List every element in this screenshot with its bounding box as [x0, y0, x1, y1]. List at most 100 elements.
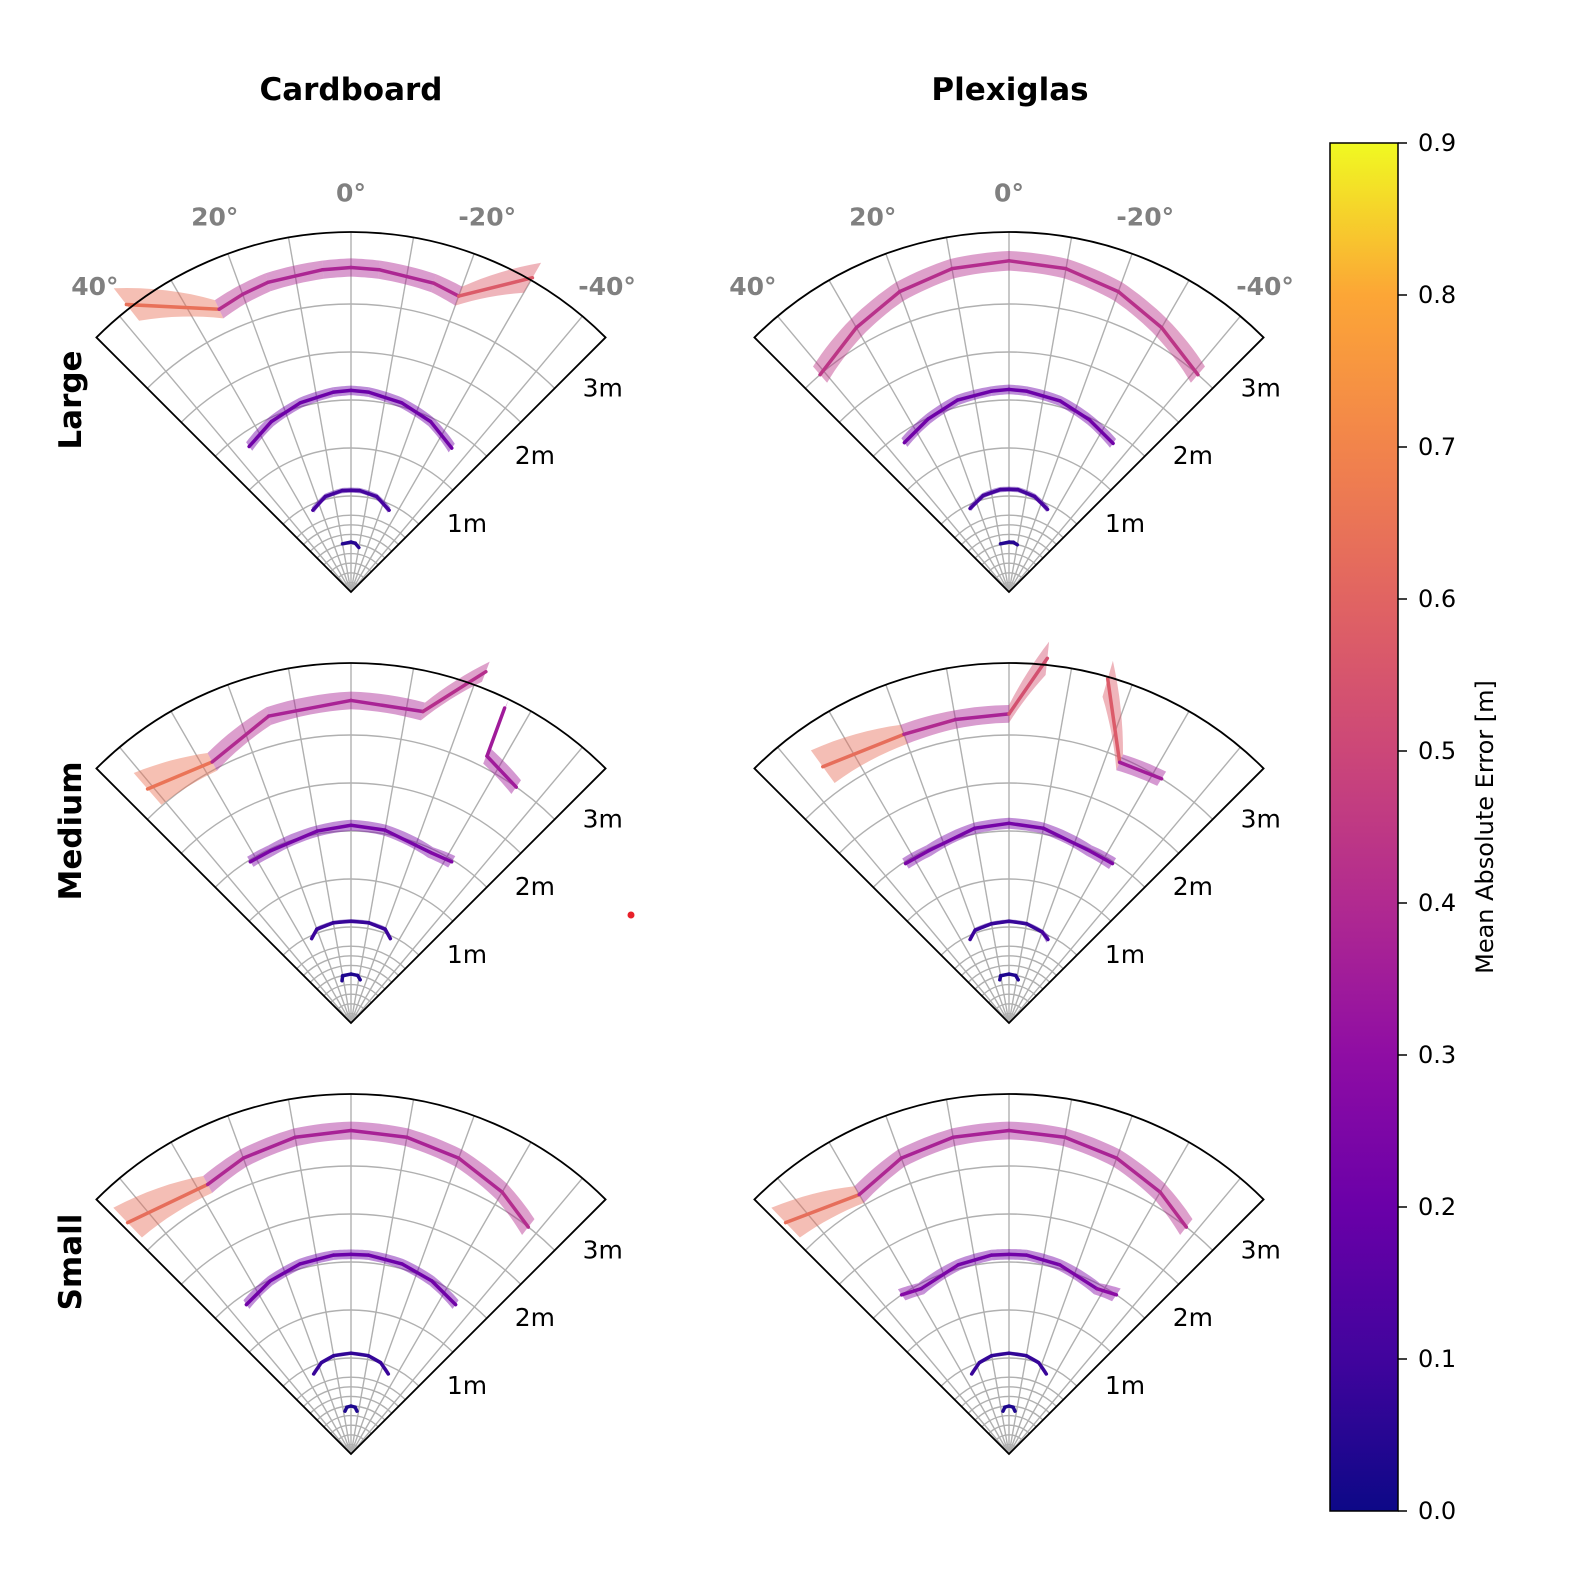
angular-gridline [119, 746, 352, 1024]
distance-line [366, 1253, 404, 1266]
radius-tick-label: 3m [583, 804, 623, 833]
angular-gridline [885, 684, 1010, 1024]
angular-gridline [777, 1177, 1010, 1455]
distance-line [210, 714, 271, 764]
angular-gridline [287, 668, 352, 1024]
distance-line [358, 488, 379, 499]
polar-frame [753, 662, 1265, 1025]
distance-line [1063, 1135, 1119, 1160]
distance-line [500, 1190, 531, 1229]
distance-line [269, 401, 303, 424]
radius-tick-label: 1m [1105, 509, 1145, 538]
angular-gridline [945, 1099, 1010, 1455]
radius-tick-label: 2m [515, 441, 555, 470]
radius-tick-label: 3m [1241, 1235, 1281, 1264]
polar-panels: 40° 20° 0° -20° -40° 1m 2m 3m 40° 20° 0° -20° -40° 1m… [71, 179, 1294, 1456]
distance-line [377, 267, 436, 285]
distance-line [956, 1253, 994, 1267]
radius-tick-label: 1m [447, 940, 487, 969]
angular-gridline [1008, 746, 1241, 1024]
distance-line [311, 1360, 324, 1376]
theta-tick-label: -20° [1116, 203, 1174, 232]
distance-line [989, 387, 1011, 393]
distance-line [972, 821, 1011, 830]
angular-gridline [350, 1141, 532, 1455]
distance-line [268, 829, 319, 853]
colorbar-tick-label: 0.0 [1418, 1497, 1456, 1525]
theta-tick-label: 0° [336, 179, 366, 208]
colorbar-tick-label: 0.2 [1418, 1193, 1456, 1221]
distance-line [1114, 1156, 1162, 1194]
distance-line [951, 1128, 1011, 1140]
colorbar-tick-label: 0.8 [1418, 281, 1456, 309]
theta-tick-label: -40° [1236, 272, 1294, 301]
distance-line [968, 928, 977, 942]
distance-line [315, 823, 353, 833]
distance-line [217, 292, 245, 311]
polar-frame [95, 1093, 607, 1456]
distance-line [268, 1262, 302, 1283]
distance-line [1007, 1351, 1029, 1358]
distance-line [366, 1353, 383, 1365]
distance-line [973, 921, 994, 932]
distance-line [1007, 919, 1029, 926]
distance-line [366, 390, 404, 405]
radius-tick-label: 1m [447, 1371, 487, 1400]
distance-line [298, 1253, 336, 1266]
distance-line [315, 921, 336, 931]
distance-line [1087, 848, 1115, 866]
distance-line [1024, 921, 1044, 934]
distance-line [1016, 487, 1037, 499]
distance-line [456, 1156, 504, 1194]
distance-line [1007, 821, 1046, 830]
angular-gridline [1008, 1177, 1241, 1455]
distance-line [383, 927, 393, 941]
distance-line [1011, 540, 1020, 547]
distance-line [989, 919, 1011, 926]
distance-line [349, 823, 387, 832]
distance-line [240, 280, 270, 297]
theta-tick-label: 20° [191, 203, 238, 232]
angular-gridline [828, 710, 1010, 1024]
distance-line [374, 494, 391, 512]
angular-gridline [227, 684, 352, 1024]
distance-line [429, 1279, 458, 1307]
angular-gridline [170, 279, 352, 593]
distance-line [1041, 826, 1092, 853]
angular-gridline [1008, 710, 1190, 1024]
distance-line [293, 1128, 353, 1140]
colorbar-ticks: 0.0 0.1 0.2 0.3 0.4 0.5 0.6 0.7 0.8 0.9 [1398, 129, 1456, 1525]
theta-tick-label: -20° [458, 203, 516, 232]
radius-tick-label: 3m [1241, 804, 1281, 833]
angular-gridline [350, 1099, 415, 1455]
distance-line [821, 732, 906, 769]
distance-line [902, 417, 931, 445]
distance-line [1007, 387, 1029, 393]
distance-line [353, 1405, 359, 1413]
distance-line [902, 717, 958, 737]
distance-line [1007, 1128, 1067, 1140]
distance-line [1007, 656, 1050, 716]
colorbar: 0.0 0.1 0.2 0.3 0.4 0.5 0.6 0.7 0.8 0.9 Mean Abso… [1329, 129, 1499, 1525]
polar-panel-plexiglas-medium: 1m 2m 3m [753, 641, 1281, 1025]
distance-line [456, 275, 535, 298]
distance-line [145, 760, 214, 791]
distance-line [349, 1128, 409, 1140]
polar-frame [95, 231, 607, 594]
distance-line [989, 1351, 1011, 1358]
angular-gridline [1008, 668, 1073, 1024]
radius-tick-label: 1m [447, 509, 487, 538]
angular-gridline [828, 279, 1010, 593]
angular-gridline [777, 746, 1010, 1024]
radius-tick-label: 3m [1241, 373, 1281, 402]
distance-line [903, 848, 931, 866]
distance-line [969, 1360, 982, 1376]
distance-line [1024, 389, 1062, 403]
angular-gridline [1008, 684, 1133, 1024]
distance-line [205, 1156, 246, 1187]
angular-gridline [350, 1115, 475, 1455]
angular-gridline [777, 315, 1010, 593]
polar-frame [95, 662, 607, 1025]
distance-line [400, 1262, 434, 1283]
angular-gridline [350, 1177, 583, 1455]
